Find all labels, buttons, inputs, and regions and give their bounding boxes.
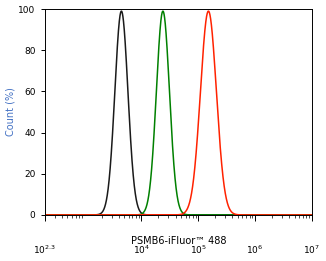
Text: $10^{6}$: $10^{6}$	[246, 244, 264, 256]
Text: $10^{5}$: $10^{5}$	[190, 244, 207, 256]
Text: $10^{4}$: $10^{4}$	[133, 244, 150, 256]
Text: $10^{2.3}$: $10^{2.3}$	[33, 244, 56, 256]
X-axis label: PSMB6-iFluor™ 488: PSMB6-iFluor™ 488	[130, 236, 226, 246]
Y-axis label: Count (%): Count (%)	[6, 87, 16, 137]
Text: $10^{7}$: $10^{7}$	[304, 244, 320, 256]
